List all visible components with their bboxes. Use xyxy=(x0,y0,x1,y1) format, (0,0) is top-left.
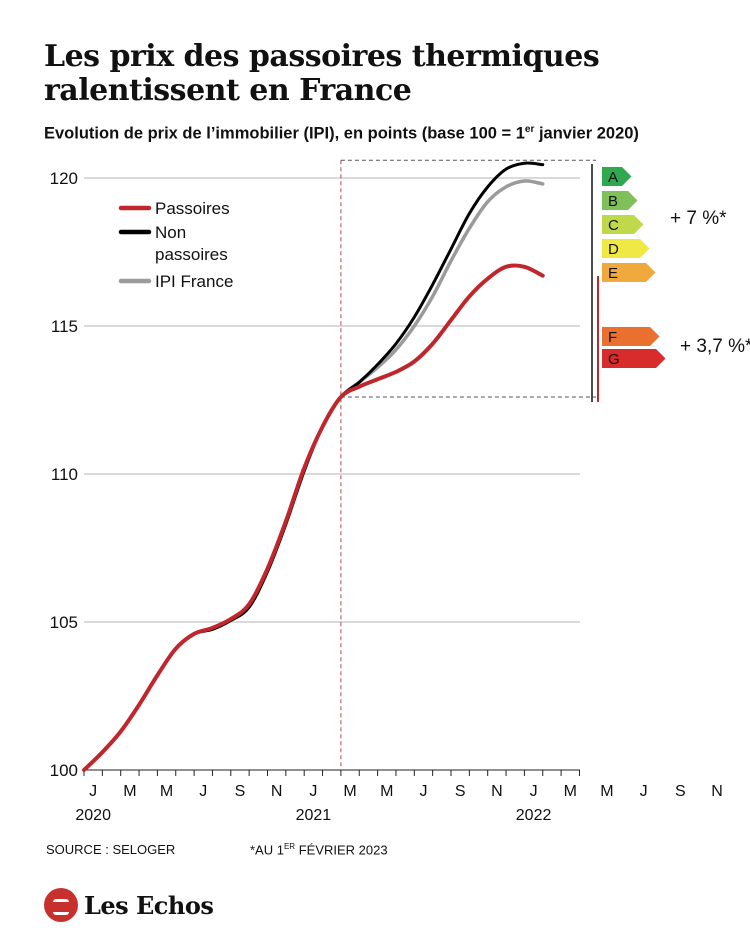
series-line-passoires xyxy=(82,263,545,772)
energy-class-f xyxy=(602,327,660,346)
legend-label: Passoires xyxy=(155,199,230,218)
energy-class-label: B xyxy=(608,193,618,210)
series-lines xyxy=(82,161,545,772)
x-month-label: J xyxy=(640,783,648,800)
y-tick-label: 105 xyxy=(50,613,78,632)
x-month-label: M xyxy=(564,783,577,800)
energy-class-a xyxy=(602,167,632,186)
source-note: SOURCE : SELOGER xyxy=(46,842,176,857)
energy-class-label: D xyxy=(608,241,619,258)
energy-class-c xyxy=(602,215,644,234)
y-axis-tick-labels: 100 105 110 115 120 xyxy=(50,169,78,780)
energy-class-label: A xyxy=(608,169,618,186)
energy-class-e xyxy=(602,263,656,282)
y-tick-label: 115 xyxy=(51,317,78,336)
logo-icon xyxy=(44,888,78,922)
x-month-label: S xyxy=(235,783,246,800)
energy-change-label: + 3,7 %* xyxy=(680,336,750,357)
page-title: Les prix des passoires thermiques ralent… xyxy=(44,39,600,108)
x-month-label: N xyxy=(491,783,503,800)
energy-class-label: G xyxy=(608,351,620,368)
y-tick-label: 110 xyxy=(51,465,78,484)
energy-class-label: C xyxy=(608,217,619,234)
legend-label: IPI France xyxy=(155,272,233,291)
y-tick-label: 120 xyxy=(50,169,78,188)
les-echos-logo: Les Echos xyxy=(44,888,214,922)
legend-label: Non passoires xyxy=(155,223,228,264)
legend-label-line: passoires xyxy=(155,245,228,264)
x-month-label: M xyxy=(343,783,356,800)
logo-text: Les Echos xyxy=(84,890,214,920)
energy-class-d xyxy=(602,239,650,258)
chart-subtitle: Evolution de prix de l’immobilier (IPI),… xyxy=(44,124,639,143)
energy-class-label: F xyxy=(608,329,617,346)
energy-change-label: + 7 %* xyxy=(670,208,727,229)
x-year-label: 2022 xyxy=(516,807,552,824)
energy-class-g xyxy=(602,349,666,368)
x-month-label: M xyxy=(380,783,393,800)
x-month-label: J xyxy=(419,783,427,800)
x-month-label: N xyxy=(271,783,283,800)
x-month-label: M xyxy=(123,783,136,800)
legend-label-line: Non xyxy=(155,223,186,242)
reference-lines xyxy=(340,159,596,770)
x-axis: J M M J S N J M M J S N J M M J S N 2020 2021 2022 xyxy=(75,769,723,824)
x-month-label: J xyxy=(530,783,538,800)
footnote: *AU 1ER FÉVRIER 2023 xyxy=(250,842,388,858)
x-month-label: J xyxy=(199,783,207,800)
legend: Passoires Non passoires IPI France xyxy=(118,199,233,291)
x-year-label: 2020 xyxy=(75,807,111,824)
line-chart: 100 105 110 115 120 J M M J S N J M M J S N J M M J S N 2020 20… xyxy=(50,159,750,824)
x-month-label: J xyxy=(309,783,317,800)
x-month-label: J xyxy=(89,783,97,800)
energy-class-label: E xyxy=(608,265,618,282)
x-month-label: M xyxy=(600,783,613,800)
x-month-label: S xyxy=(675,783,686,800)
y-tick-label: 100 xyxy=(50,761,78,780)
x-month-label: N xyxy=(711,783,723,800)
x-month-label: S xyxy=(455,783,466,800)
energy-class-b xyxy=(602,191,638,210)
x-year-label: 2021 xyxy=(296,807,332,824)
x-month-label: M xyxy=(160,783,173,800)
